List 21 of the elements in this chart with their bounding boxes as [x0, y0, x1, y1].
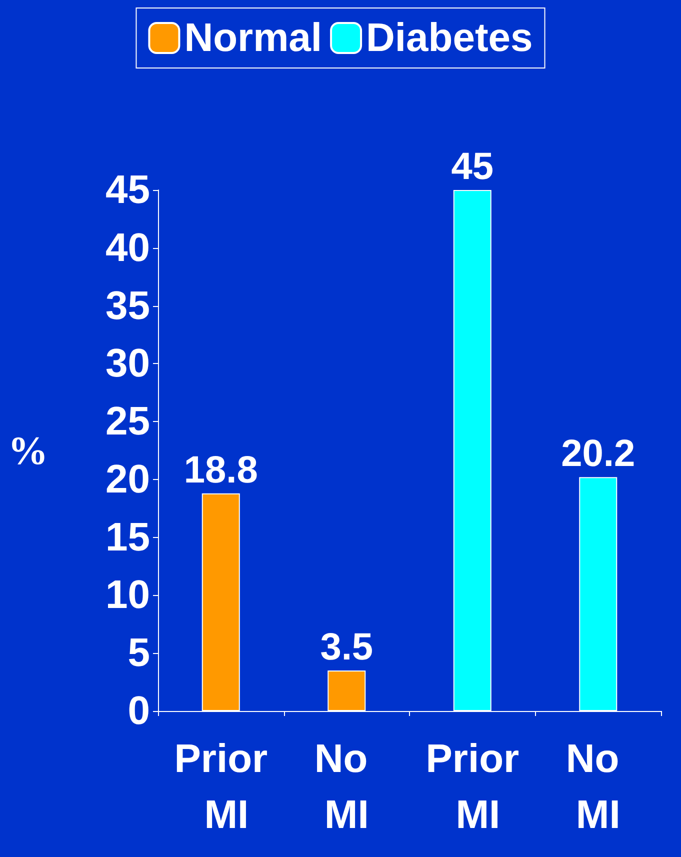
- y-tick-label: 45: [106, 168, 150, 212]
- x-tick-label: No MI: [566, 737, 630, 837]
- y-tick-label: 25: [106, 400, 150, 444]
- y-axis-title: %: [8, 428, 48, 473]
- x-tick-label: Prior MI: [174, 737, 268, 837]
- data-label: 3.5: [320, 626, 374, 668]
- y-tick-label: 30: [106, 342, 150, 386]
- y-tick-label: 35: [106, 284, 150, 328]
- y-tick-label: 40: [106, 226, 150, 270]
- data-label: 20.2: [561, 433, 636, 476]
- y-tick-label: 15: [106, 515, 150, 560]
- legend-label: Normal: [184, 16, 322, 60]
- y-tick-label: 20: [106, 457, 150, 502]
- y-tick-label: 10: [106, 573, 150, 618]
- y-tick-label: 5: [128, 631, 150, 676]
- legend-label: Diabetes: [366, 16, 533, 60]
- x-tick-label: No MI: [314, 737, 379, 837]
- data-label: 18.8: [184, 449, 258, 492]
- x-tick-label: Prior MI: [426, 737, 520, 837]
- data-label: 45: [451, 146, 494, 188]
- y-tick-label: 0: [128, 689, 150, 733]
